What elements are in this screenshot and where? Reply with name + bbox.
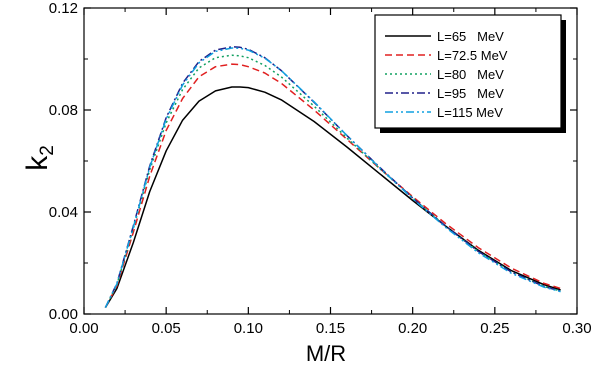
x-tick-label: 0.25 [480,320,509,337]
x-tick-label: 0.10 [234,320,263,337]
y-axis-label-main: k [21,155,54,171]
legend-label: L=72.5 MeV [437,48,508,63]
y-axis-label: k2 [21,145,58,171]
series-line-5 [104,47,561,308]
x-tick-label: 0.00 [69,320,98,337]
y-tick-label: 0.00 [49,306,78,323]
x-tick-label: 0.20 [398,320,427,337]
legend-box [374,14,562,129]
y-tick-label: 0.04 [49,204,78,221]
series-line-3 [104,54,561,308]
y-tick-label: 0.12 [49,0,78,17]
axes: 0.00 0.05 0.10 0.15 0.20 0.25 0.30 0.00 0.04 0.08… [49,0,592,337]
legend-label: L=95 MeV [437,86,504,101]
legend: L=65 MeV L=72.5 MeV L=80 MeV L=95 MeV L=115 … [374,14,566,133]
plot-lines [104,46,561,308]
legend-label: L=80 MeV [437,67,504,82]
series-line-2 [104,63,561,308]
x-tick-label: 0.15 [316,320,345,337]
x-axis-label: M/R [306,341,346,366]
legend-label: L=115 MeV [437,105,503,120]
legend-label: L=65 MeV [437,29,504,44]
y-tick-label: 0.08 [49,102,78,119]
x-tick-label: 0.30 [562,320,591,337]
x-tick-label: 0.05 [152,320,181,337]
y-axis-label-sub: 2 [37,145,58,156]
